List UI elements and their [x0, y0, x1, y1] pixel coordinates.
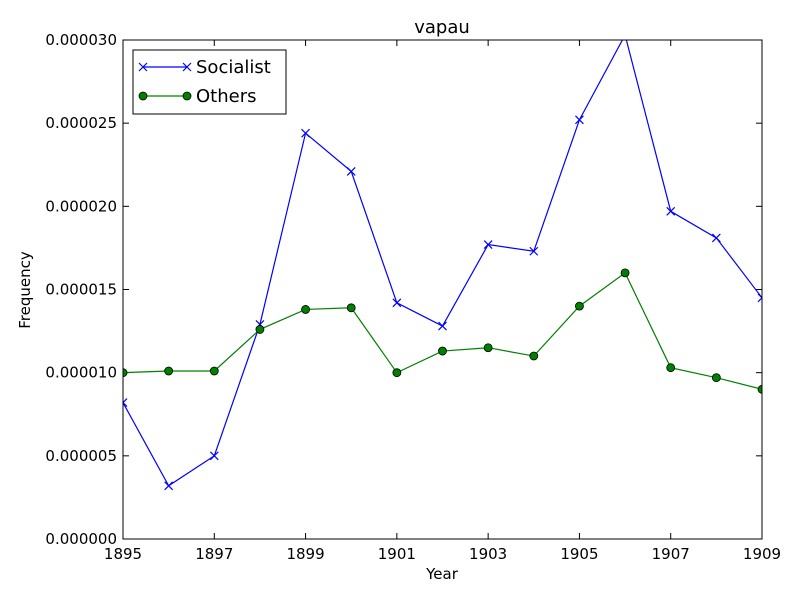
legend-label-others: Others: [196, 86, 257, 107]
data-point-socialist: [711, 233, 721, 243]
legend-label-socialist: Socialist: [196, 57, 271, 78]
y-tick-label: 0.000020: [45, 197, 117, 215]
data-point-others: [346, 303, 356, 313]
data-point-socialist: [757, 293, 762, 303]
data-point-others: [301, 305, 310, 314]
y-tick-label: 0.000015: [45, 281, 117, 299]
data-point-others: [575, 301, 584, 311]
y-tick-label: 0.000025: [45, 114, 117, 132]
data-point-socialist: [209, 451, 219, 461]
x-tick-label: 1895: [104, 545, 142, 563]
y-axis-label: Frequency: [16, 251, 34, 329]
x-tick-label: 1907: [652, 545, 690, 563]
plot-area: 1895 1897 1899 1901 1903 1905 1907 1909 0.000000…: [45, 31, 781, 563]
data-point-others: [123, 368, 128, 378]
data-point-others: [757, 384, 762, 394]
plot-frame: [122, 39, 763, 540]
y-tick-label: 0.000005: [45, 447, 117, 465]
data-point-others: [529, 351, 539, 361]
data-point-others: [164, 366, 174, 376]
data-point-others: [255, 325, 265, 334]
legend-marker-x: [138, 62, 148, 72]
x-tick-label: 1909: [743, 545, 781, 563]
y-tick-label: 0.000000: [45, 530, 117, 548]
data-point-others: [620, 268, 630, 278]
data-point-socialist: [164, 481, 174, 491]
x-tick-label: 1899: [286, 545, 324, 563]
data-point-socialist: [666, 206, 676, 216]
chart-title: vapau: [414, 17, 470, 38]
data-point-others: [438, 346, 447, 356]
data-point-others: [711, 373, 721, 383]
data-point-others: [483, 343, 493, 353]
data-point-others: [666, 363, 676, 373]
series-group: [123, 31, 762, 491]
legend-marker-circle: [182, 91, 192, 101]
legend: Socialist Others: [132, 49, 287, 115]
x-tick-label: 1897: [195, 545, 233, 563]
data-point-socialist: [346, 166, 356, 176]
x-axis-label: Year: [425, 565, 459, 583]
data-point-socialist: [483, 240, 493, 250]
y-tick-label: 0.000010: [45, 364, 117, 382]
x-tick-label: 1905: [560, 545, 598, 563]
data-point-socialist: [123, 398, 128, 408]
data-point-others: [392, 368, 402, 378]
data-point-others: [209, 366, 219, 376]
series-line-others: [123, 271, 762, 390]
data-point-socialist: [621, 31, 629, 39]
data-point-socialist: [392, 298, 402, 308]
legend-marker-circle: [138, 91, 148, 101]
data-point-socialist: [575, 115, 584, 125]
legend-marker-x: [182, 62, 192, 72]
x-tick-label: 1903: [469, 545, 507, 563]
data-point-socialist: [438, 321, 447, 331]
legend-box: [132, 49, 287, 115]
x-tick-label: 1901: [378, 545, 416, 563]
data-point-socialist: [529, 246, 539, 256]
data-point-socialist: [301, 128, 310, 138]
y-tick-label: 0.000030: [45, 31, 117, 49]
